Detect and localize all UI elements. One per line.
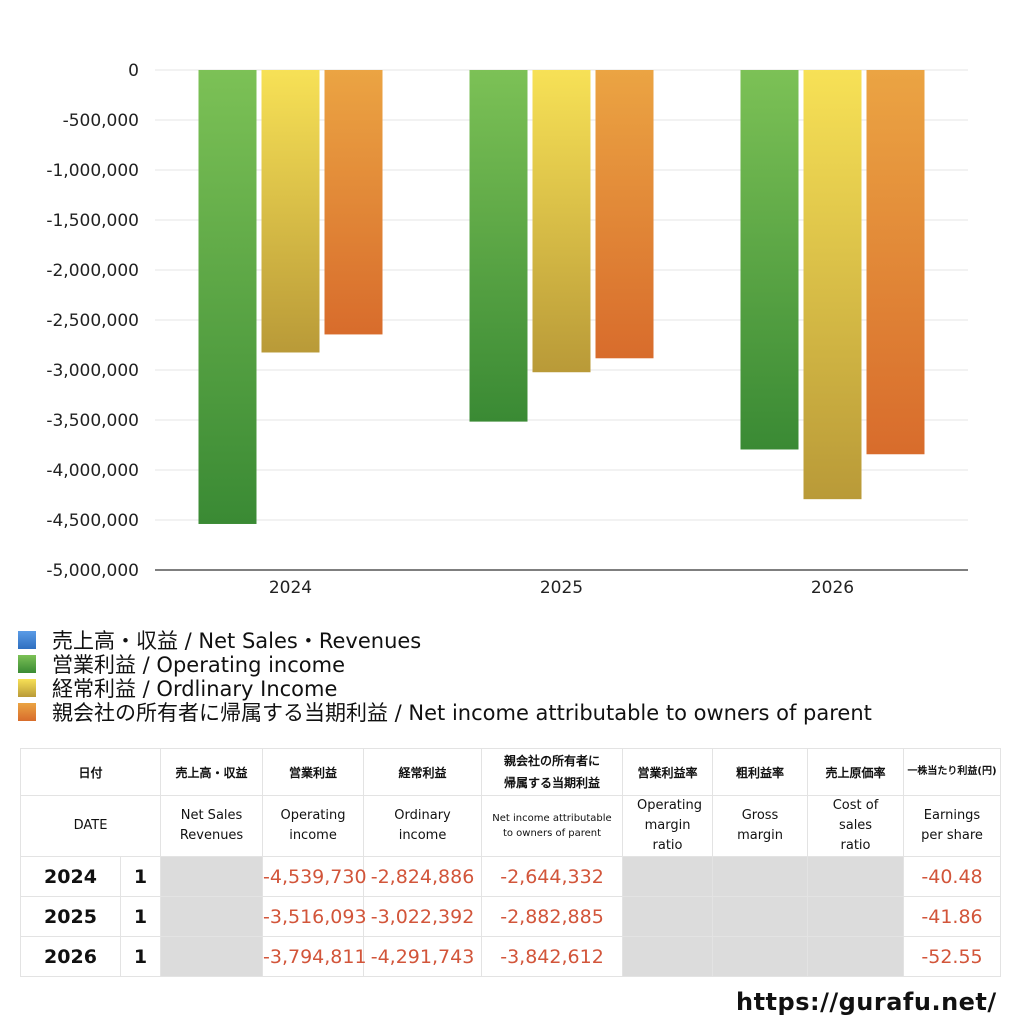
y-tick-label: -500,000 (63, 111, 139, 131)
x-tick-label: 2024 (269, 578, 312, 598)
th-gross-margin-jp: 粗利益率 (712, 748, 809, 796)
cell-net: -2,882,885 (481, 896, 624, 937)
y-tick-label: -2,500,000 (46, 311, 139, 331)
cell-cost-ratio (807, 936, 905, 977)
legend-swatch-operating (18, 655, 36, 673)
th-eps-jp: 一株当たり利益(円) (903, 748, 1002, 796)
y-tick-label: 0 (128, 61, 139, 81)
row-quarter: 1 (119, 896, 162, 937)
cell-eps: -52.55 (903, 936, 1002, 977)
th-cost-ratio-en: Cost of sales ratio (807, 795, 905, 857)
y-tick-label: -5,000,000 (46, 561, 139, 581)
cell-eps: -41.86 (903, 896, 1002, 937)
cell-gross-margin (712, 856, 809, 897)
table-row: 2024 1 -4,539,730 -2,824,886 -2,644,332 … (20, 856, 1002, 897)
th-sales-en: Net Sales Revenues (160, 795, 264, 857)
legend-label-net: 親会社の所有者に帰属する当期利益 / Net income attributab… (52, 701, 872, 725)
cell-net: -3,842,612 (481, 936, 624, 977)
table-row: 2025 1 -3,516,093 -3,022,392 -2,882,885 … (20, 896, 1002, 937)
th-net-jp: 親会社の所有者に帰属する当期利益 (481, 748, 624, 796)
bar-operating-2026 (740, 70, 799, 450)
cell-sales (160, 936, 264, 977)
y-tick-label: -2,000,000 (46, 261, 139, 281)
table-header-en: DATE Net Sales Revenues Operating income… (19, 795, 1002, 857)
cell-operating: -4,539,730 (262, 856, 367, 897)
legend-item-operating: 営業利益 / Operating income (18, 652, 872, 677)
row-quarter: 1 (119, 856, 162, 897)
table-row: 2026 1 -3,794,811 -4,291,743 -3,842,612 … (20, 936, 1002, 977)
cell-operating: -3,516,093 (262, 896, 367, 937)
row-year: 2025 (20, 896, 121, 937)
th-op-margin-jp: 営業利益率 (622, 748, 714, 796)
x-tick-label: 2026 (811, 578, 854, 598)
bar-net-2026 (866, 70, 925, 455)
chart-legend: 売上高・収益 / Net Sales・Revenues 営業利益 / Opera… (18, 628, 872, 725)
financial-table: 日付 売上高・収益 営業利益 経常利益 親会社の所有者に帰属する当期利益 営業利… (19, 748, 1002, 977)
cell-op-margin (622, 856, 714, 897)
th-ordinary-en: Ordinary income (363, 795, 483, 857)
cell-gross-margin (712, 936, 809, 977)
y-tick-label: -4,500,000 (46, 511, 139, 531)
legend-item-sales: 売上高・収益 / Net Sales・Revenues (18, 628, 872, 653)
th-date-jp: 日付 (19, 748, 162, 796)
y-tick-label: -3,000,000 (46, 361, 139, 381)
legend-label-ordinary: 経常利益 / Ordlinary Income (52, 677, 338, 701)
cell-op-margin (622, 896, 714, 937)
cell-ordinary: -2,824,886 (363, 856, 483, 897)
cell-sales (160, 896, 264, 937)
table-header-jp: 日付 売上高・収益 営業利益 経常利益 親会社の所有者に帰属する当期利益 営業利… (19, 748, 1002, 796)
bar-ordinary-2026 (803, 70, 862, 500)
bar-operating-2025 (469, 70, 528, 422)
legend-item-ordinary: 経常利益 / Ordlinary Income (18, 676, 872, 701)
y-tick-label: -3,500,000 (46, 411, 139, 431)
y-tick-label: -1,000,000 (46, 161, 139, 181)
cell-cost-ratio (807, 896, 905, 937)
th-ordinary-jp: 経常利益 (363, 748, 483, 796)
legend-swatch-net (18, 703, 36, 721)
bar-ordinary-2025 (532, 70, 591, 373)
cell-gross-margin (712, 896, 809, 937)
legend-item-net: 親会社の所有者に帰属する当期利益 / Net income attributab… (18, 700, 872, 725)
bar-chart: 0 -500,000 -1,000,000 -1,500,000 -2,000,000 -… (46, 61, 968, 598)
th-op-margin-en: Operating margin ratio (622, 795, 714, 857)
bar-ordinary-2024 (261, 70, 320, 353)
legend-label-operating: 営業利益 / Operating income (52, 653, 346, 677)
legend-swatch-sales (18, 631, 36, 649)
legend-label-sales: 売上高・収益 / Net Sales・Revenues (52, 629, 422, 653)
row-year: 2026 (20, 936, 121, 977)
th-operating-en: Operating income (262, 795, 365, 857)
y-tick-label: -4,000,000 (46, 461, 139, 481)
cell-sales (160, 856, 264, 897)
th-eps-en: Earnings per share (903, 795, 1002, 857)
legend-swatch-ordinary (18, 679, 36, 697)
y-tick-label: -1,500,000 (46, 211, 139, 231)
th-date-en: DATE (19, 795, 162, 857)
bar-net-2025 (595, 70, 654, 359)
cell-cost-ratio (807, 856, 905, 897)
cell-net: -2,644,332 (481, 856, 624, 897)
bar-net-2024 (324, 70, 383, 335)
row-year: 2024 (20, 856, 121, 897)
cell-ordinary: -3,022,392 (363, 896, 483, 937)
x-tick-label: 2025 (540, 578, 583, 598)
cell-op-margin (622, 936, 714, 977)
site-url[interactable]: https://gurafu.net/ (736, 988, 997, 1016)
cell-ordinary: -4,291,743 (363, 936, 483, 977)
th-sales-jp: 売上高・収益 (160, 748, 264, 796)
cell-operating: -3,794,811 (262, 936, 367, 977)
cell-eps: -40.48 (903, 856, 1002, 897)
th-operating-jp: 営業利益 (262, 748, 365, 796)
bar-operating-2024 (198, 70, 257, 524)
th-gross-margin-en: Gross margin (712, 795, 809, 857)
th-net-en: Net income attributable to owners of par… (481, 795, 624, 857)
th-cost-ratio-jp: 売上原価率 (807, 748, 905, 796)
row-quarter: 1 (119, 936, 162, 977)
